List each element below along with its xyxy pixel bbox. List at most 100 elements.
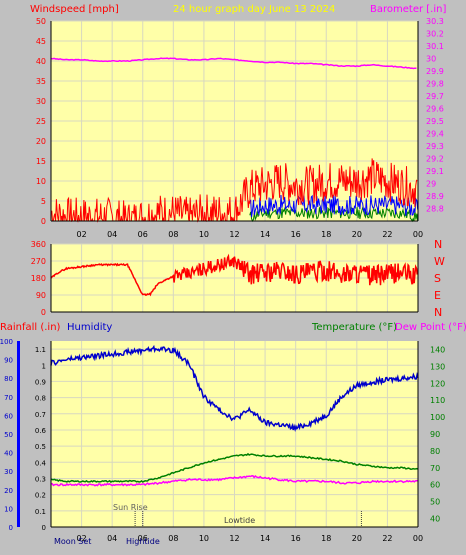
wind-hour-label: 10: [199, 230, 209, 239]
humidity-tick-label: 40: [4, 450, 13, 458]
temp-hour-label: 00: [413, 534, 423, 543]
wind-hour-label: 16: [291, 230, 301, 239]
temperature-label: Temperature (°F): [311, 322, 397, 333]
rainfall-ticks: 0 0.1 0.2 0.3 0.4 0.5 0.6 0.7 0.8 0.9 1 1.1: [35, 346, 47, 532]
direction-degree-ticks: 0 90 180 270 360: [31, 240, 46, 317]
wind-left-ticks: 0 5 10 15 20 25 30 35 40 45 50: [36, 17, 46, 226]
barometer-tick-label: 29.3: [426, 142, 444, 151]
wind-hour-label: 12: [229, 230, 239, 239]
barometer-tick-label: 29: [426, 180, 436, 189]
wind-tick-label: 10: [36, 177, 46, 186]
barometer-tick-label: 29.9: [426, 67, 444, 76]
windspeed-label: Windspeed [mph]: [30, 4, 119, 15]
barometer-right-ticks: 28.8 28.9 29 29.1 29.2 29.3 29.4 29.5 29.6 29.7 29…: [426, 17, 444, 214]
humidity-tick-label: 50: [4, 431, 13, 439]
barometer-tick-label: 29.8: [426, 80, 444, 89]
wind-hour-label: 08: [168, 230, 178, 239]
rainfall-tick-label: 0.1: [35, 508, 46, 516]
lowtide-annotation: Lowtide: [224, 516, 255, 525]
temperature-tick-label: 50: [430, 498, 440, 507]
direction-compass-label: S: [434, 272, 441, 285]
humidity-tick-label: 60: [4, 412, 13, 420]
temperature-tick-label: 140: [430, 345, 445, 354]
temperature-ticks: 40 50 60 70 80 90 100 110 120 130 140: [430, 345, 445, 523]
graph-date-title: 24 hour graph day June 13 2024: [173, 4, 335, 15]
barometer-tick-label: 29.4: [426, 130, 444, 139]
temperature-tick-label: 100: [430, 413, 445, 422]
barometer-tick-label: 30.3: [426, 17, 444, 26]
wind-hour-label: 00: [413, 230, 423, 239]
direction-compass-label: N: [434, 306, 442, 319]
barometer-tick-label: 29.5: [426, 117, 444, 126]
temp-hour-label: 02: [76, 534, 86, 543]
rainfall-tick-label: 0.4: [35, 459, 47, 467]
temperature-line: [50, 452, 419, 483]
rainfall-tick-label: 0.5: [35, 443, 46, 451]
temp-hour-label: 14: [260, 534, 270, 543]
temp-hour-label: 16: [291, 534, 301, 543]
temp-x-ticks: 02 04 06 08 10 12 14 16 18 20 22 00: [76, 534, 423, 543]
humidity-line: [50, 344, 419, 432]
wind-tick-label: 50: [36, 17, 46, 26]
temperature-tick-label: 40: [430, 515, 440, 524]
humidity-tick-label: 30: [4, 468, 13, 476]
barometer-tick-label: 29.1: [426, 167, 444, 176]
temp-hour-label: 10: [199, 534, 209, 543]
direction-series: [50, 253, 418, 297]
barometer-tick-label: 29.7: [426, 92, 444, 101]
humidity-tick-label: 10: [4, 505, 13, 513]
direction-degree-label: 90: [36, 291, 46, 300]
rainfall-tick-label: 0.8: [35, 395, 46, 403]
wind-hour-label: 22: [382, 230, 392, 239]
wind-tick-label: 45: [36, 37, 46, 46]
sunrise-annotation: Sun Rise: [113, 503, 148, 512]
barometer-tick-label: 28.8: [426, 205, 444, 214]
wind-tick-label: 0: [41, 217, 46, 226]
barometer-line: [50, 57, 417, 70]
wind-tick-label: 5: [41, 197, 46, 206]
temperature-tick-label: 80: [430, 447, 440, 456]
temperature-tick-label: 130: [430, 362, 445, 371]
direction-degree-label: 180: [31, 274, 46, 283]
wind-tick-label: 40: [36, 57, 46, 66]
tide-sun-markers: [134, 511, 362, 527]
rainfall-tick-label: 1: [42, 362, 46, 370]
wind-tick-label: 20: [36, 137, 46, 146]
barometer-label: Barometer [.in]: [370, 4, 446, 15]
humidity-tick-label: 0: [9, 524, 13, 532]
temp-hour-label: 18: [321, 534, 331, 543]
dew-point-label: Dew Point (°F): [395, 322, 466, 333]
wind-average-line: [249, 194, 419, 218]
humidity-ticks: 0 10 20 30 40 50 60 70 80 90 100: [0, 338, 13, 532]
rainfall-tick-label: 0: [42, 524, 46, 532]
rainfall-label: Rainfall (.in): [0, 322, 61, 333]
temp-hour-label: 12: [229, 534, 239, 543]
wind-tick-label: 35: [36, 77, 46, 86]
rainfall-tick-label: 0.7: [35, 411, 46, 419]
direction-compass-label: E: [434, 289, 441, 302]
rainfall-tick-label: 0.9: [35, 378, 46, 386]
direction-degree-label: 0: [41, 308, 46, 317]
wind-tick-label: 15: [36, 157, 46, 166]
hightide-annotation: Hightide: [126, 537, 160, 546]
direction-degree-label: 270: [31, 257, 46, 266]
humidity-tick-label: 100: [0, 338, 13, 346]
wind-tick-label: 30: [36, 97, 46, 106]
rainfall-tick-label: 1.1: [35, 346, 46, 354]
barometer-tick-label: 30.1: [426, 42, 444, 51]
humidity-label: Humidity: [67, 322, 112, 333]
dew-point-line: [50, 474, 419, 487]
wind-tick-label: 25: [36, 117, 46, 126]
barometer-tick-label: 28.9: [426, 192, 444, 201]
barometer-tick-label: 29.6: [426, 105, 444, 114]
rainfall-tick-label: 0.3: [35, 475, 46, 483]
barometer-tick-label: 30.2: [426, 30, 444, 39]
humidity-tick-label: 80: [4, 375, 13, 383]
wind-x-ticks: 02 04 06 08 10 12 14 16 18 20 22 00: [76, 230, 423, 239]
wind-direction-line: [50, 253, 418, 297]
temp-hour-label: 04: [107, 534, 117, 543]
temp-series: [50, 344, 419, 487]
temp-hour-label: 22: [382, 534, 392, 543]
rainfall-tick-label: 0.2: [35, 492, 46, 500]
